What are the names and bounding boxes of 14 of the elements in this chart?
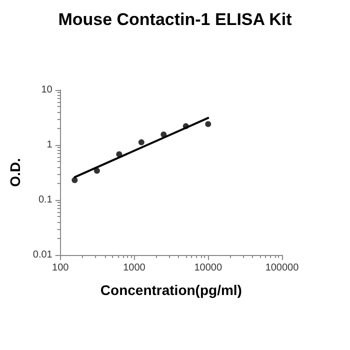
y-axis-title: O.D. [7,158,23,187]
point [72,177,78,184]
point [138,139,144,146]
x-tick-label: 100000 [265,262,300,274]
y-tick-label: 0.1 [38,194,53,206]
y-tick-label: 1 [46,140,53,150]
chart-title: Mouse Contactin-1 ELISA Kit [58,10,292,29]
point [205,121,212,128]
y-tick-label: 10 [41,84,53,96]
x-tick-label: 100 [52,262,70,274]
x-tick-label: 10000 [194,262,222,274]
x-axis-title: Concentration(pg/ml) [100,282,242,298]
y-tick-label: 0.01 [32,250,53,260]
x-tick-label: 1000 [123,262,146,274]
